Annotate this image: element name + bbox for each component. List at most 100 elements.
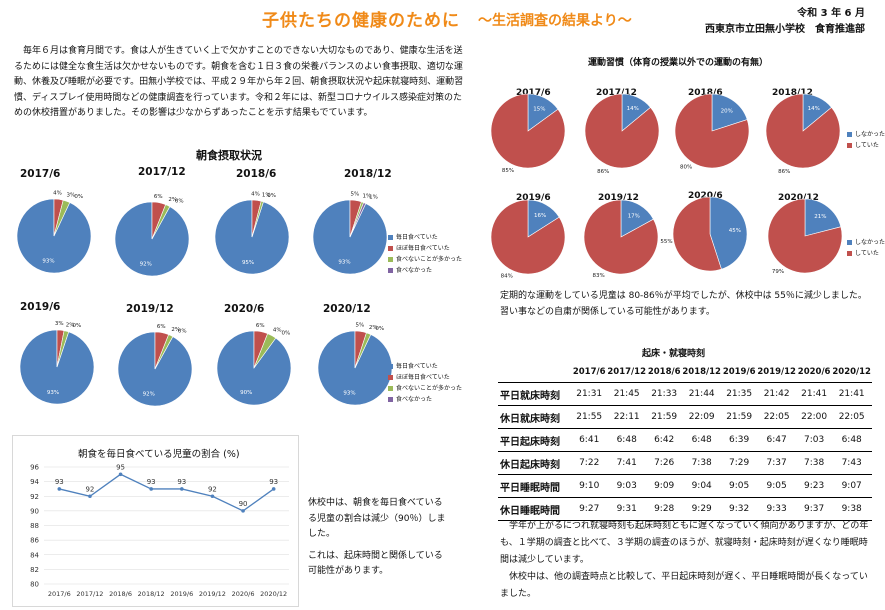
bf-data-label: 93%: [338, 260, 350, 266]
y-tick-label: 92: [30, 493, 39, 501]
bf-data-label: 1%: [262, 193, 271, 199]
row-label: 平日起床時刻: [498, 428, 572, 452]
legend-label: 食べないことが多かった: [396, 385, 463, 392]
table-cell: 21:45: [606, 382, 647, 406]
legend-item: ほぼ毎日食べていた: [388, 243, 462, 254]
exercise-legend-2: しなかった していた: [847, 237, 885, 259]
row-label: 平日睡眠時間: [498, 474, 572, 498]
row-label: 平日就床時刻: [498, 382, 572, 406]
ex-data-label: 20%: [721, 109, 733, 115]
table-row: 休日睡眠時間 9:27 9:31 9:28 9:29 9:32 9:33 9:37 9:38: [498, 497, 872, 521]
exercise-chart-label: 2019/12: [598, 193, 639, 203]
table-cell: 9:38: [831, 497, 872, 521]
exercise-chart-label: 2020/12: [778, 193, 819, 203]
table-cell: 7:43: [831, 451, 872, 475]
legend-label: しなかった: [855, 131, 885, 138]
bf-data-label: 0%: [375, 326, 384, 332]
legend-label: 毎日食べていた: [396, 234, 438, 241]
ex-data-label: 80%: [680, 165, 692, 171]
legend-swatch: [388, 246, 393, 251]
exercise-section-title: 運動習慣（体育の授業以外での運動の有無）: [588, 58, 769, 68]
bf-slice: [251, 200, 264, 238]
table-cell: 6:39: [721, 428, 757, 452]
bf-data-label: 0%: [74, 194, 83, 200]
data-label: 92: [85, 485, 94, 493]
page-title: 子供たちの健康のために: [262, 11, 460, 31]
ex-data-label: 86%: [597, 169, 609, 175]
intro-paragraph: 毎年６月は食育月間です。食は人が生きていく上で欠かすことのできない大切なものであ…: [14, 46, 464, 118]
bf-data-label: 0%: [281, 330, 290, 336]
ex-data-label: 84%: [501, 274, 513, 280]
data-point: [118, 472, 123, 477]
exercise-legend-1: しなかった していた: [847, 129, 885, 151]
breakfast-chart-label: 2019/6: [20, 301, 61, 313]
table-cell: 21:44: [681, 382, 722, 406]
table-cell: 21:41: [831, 382, 872, 406]
breakfast-chart-label: 2017/12: [138, 166, 186, 178]
ex-slice: [709, 196, 748, 270]
x-tick-label: 2018/12: [138, 590, 165, 598]
bf-slice: [53, 199, 71, 237]
sleep-note-1: 学年が上がるにつれ就寝時刻も起床時刻ともに遅くなっていく傾向がありますが、どの年…: [500, 521, 869, 565]
table-cell: 9:27: [572, 497, 607, 521]
table-row: 平日就床時刻 21:31 21:45 21:33 21:44 21:35 21:42 21:4…: [498, 382, 872, 406]
legend-swatch: [388, 397, 393, 402]
table-cell: 21:41: [796, 382, 832, 406]
legend-swatch: [388, 386, 393, 391]
x-tick-label: 2019/6: [170, 590, 193, 598]
row-label: 休日睡眠時間: [498, 497, 572, 521]
data-label: 93: [177, 478, 186, 486]
y-tick-label: 80: [30, 581, 39, 589]
bf-slice: [154, 334, 174, 370]
table-cell: 9:07: [831, 474, 872, 498]
table-cell: 9:28: [646, 497, 682, 521]
table-cell: 7:38: [796, 451, 832, 475]
table-row: 平日睡眠時間 9:10 9:03 9:09 9:04 9:05 9:05 9:23 9:07: [498, 474, 872, 498]
bf-data-label: 92%: [140, 261, 152, 267]
data-label: 95: [116, 463, 125, 471]
ex-slice: [804, 198, 842, 237]
breakfast-line-chart: 80 82 84 86 88 90 92 94 96 2017/6 2017/12 2018/6 201…: [30, 463, 289, 598]
legend-label: 食べなかった: [396, 267, 433, 274]
x-tick-label: 2020/12: [260, 590, 287, 598]
table-cell: 21:42: [756, 382, 797, 406]
data-point: [210, 494, 215, 499]
table-row: 休日起床時刻 7:22 7:41 7:26 7:38 7:29 7:37 7:38 7:43: [498, 451, 872, 475]
table-cell: 21:31: [572, 382, 607, 406]
bf-data-label: 6%: [256, 323, 265, 329]
bf-data-label: 0%: [267, 193, 276, 199]
legend-swatch: [847, 240, 852, 245]
table-cell: 9:04: [681, 474, 722, 498]
exercise-chart-label: 2019/6: [516, 193, 551, 203]
legend-item: していた: [847, 248, 885, 259]
ex-data-label: 15%: [533, 107, 545, 113]
bf-data-label: 3%: [55, 321, 64, 327]
bf-data-label: 95%: [242, 260, 254, 266]
bf-data-label: 6%: [157, 324, 166, 330]
table-cell: 7:22: [572, 451, 607, 475]
legend-item: 食べないことが多かった: [388, 383, 462, 394]
x-tick-label: 2017/12: [76, 590, 103, 598]
legend-item: 食べなかった: [388, 394, 462, 405]
ex-data-label: 45%: [729, 228, 741, 234]
data-point: [57, 487, 62, 491]
ex-slice: [584, 93, 660, 169]
breakfast-legend-1: 毎日食べていた ほぼ毎日食べていた 食べないことが多かった 食べなかった: [388, 232, 462, 276]
ex-data-label: 83%: [592, 273, 604, 279]
data-label: 93: [269, 478, 278, 486]
y-tick-label: 84: [30, 551, 39, 559]
data-point: [88, 494, 92, 499]
legend-swatch: [388, 257, 393, 262]
ex-slice: [674, 93, 750, 169]
x-tick-label: 2020/6: [232, 590, 255, 598]
ex-data-label: 14%: [627, 106, 639, 112]
x-tick-label: 2018/6: [109, 590, 132, 598]
col-header: 2017/6: [572, 362, 607, 383]
breakfast-chart-label: 2020/12: [323, 303, 371, 315]
bf-data-label: 3%: [67, 193, 76, 199]
bf-data-label: 1%: [363, 194, 372, 200]
bf-data-label: 90%: [240, 390, 252, 396]
exercise-chart-label: 2017/6: [516, 88, 551, 98]
table-cell: 22:05: [831, 405, 872, 429]
bf-slice: [151, 204, 171, 240]
